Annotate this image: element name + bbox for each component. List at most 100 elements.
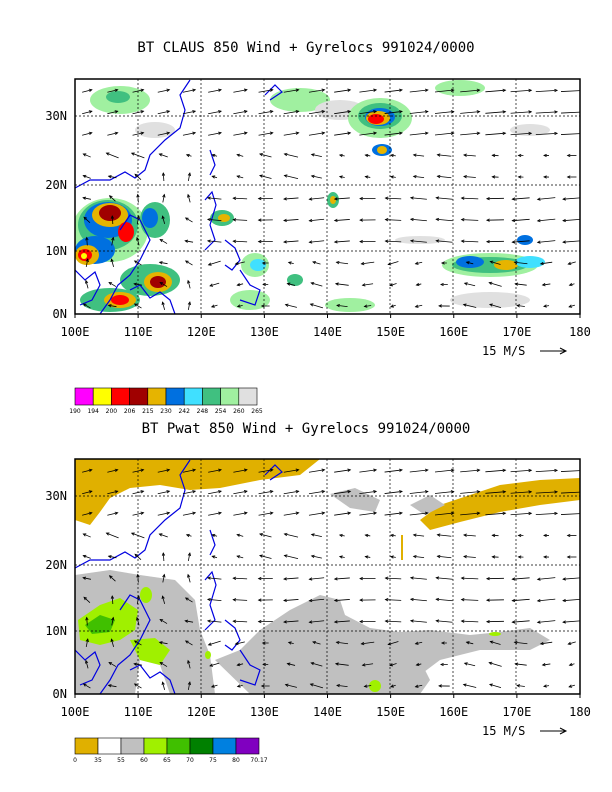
wind-vector xyxy=(83,216,91,224)
wind-vector xyxy=(187,172,191,182)
wind-vector-head xyxy=(485,196,490,201)
colorbar-swatch xyxy=(129,387,149,406)
wind-vector-head xyxy=(465,261,470,265)
wind-vector-head xyxy=(554,88,559,93)
wind-vector-head xyxy=(424,468,429,472)
wind-vector xyxy=(517,685,525,687)
wind-vector xyxy=(336,641,349,645)
wind-vector-head xyxy=(333,218,338,223)
wind-vector xyxy=(284,153,299,158)
wind-vector xyxy=(410,240,427,243)
wind-vector xyxy=(512,577,530,580)
wind-vector-head xyxy=(236,282,241,287)
wind-vector xyxy=(187,301,191,311)
wind-vector xyxy=(463,684,477,688)
wind-vector-head xyxy=(488,303,493,307)
wind-vector-head xyxy=(140,511,145,515)
wind-vector xyxy=(208,640,221,646)
wind-vector xyxy=(463,556,476,558)
wind-vector-head xyxy=(562,218,566,223)
wind-vector-head xyxy=(373,88,378,92)
wind-vector xyxy=(134,260,142,266)
wind-vector xyxy=(463,154,476,157)
wind-vector-head xyxy=(450,131,455,135)
wind-vector-head xyxy=(295,490,300,494)
wind-vector xyxy=(461,577,479,580)
wind-vector-head xyxy=(566,153,571,158)
wind-vector-head xyxy=(414,641,419,645)
wind-vector-head xyxy=(389,175,394,179)
wind-vector-head xyxy=(82,153,87,157)
wind-vector-head xyxy=(140,490,145,494)
wind-vector-head xyxy=(363,304,368,308)
wind-vector-head xyxy=(440,641,445,645)
wind-vector xyxy=(436,218,453,222)
wind-vector xyxy=(157,512,170,516)
wind-vector-head xyxy=(105,152,110,156)
wind-vector-head xyxy=(107,175,112,179)
wind-vector xyxy=(237,283,244,286)
wind-vector-head xyxy=(424,88,429,92)
wind-vector xyxy=(410,218,427,222)
wind-vector-head xyxy=(543,175,547,179)
wind-vector xyxy=(359,512,377,516)
wind-vector-head xyxy=(206,217,211,222)
wind-vector xyxy=(512,218,530,222)
wind-vector xyxy=(107,110,118,115)
wind-vector-head xyxy=(562,577,566,581)
wind-vector-head xyxy=(516,304,521,308)
wind-vector xyxy=(464,282,476,287)
colorbar-label: 206 xyxy=(124,408,136,415)
wind-vector xyxy=(82,512,92,516)
wind-vector xyxy=(461,197,479,200)
colorbar-label: 70.17 xyxy=(250,757,267,764)
wind-vector-head xyxy=(192,490,197,494)
wind-vector-head xyxy=(166,131,171,135)
panel2-vector-reference: 15 M/S xyxy=(482,724,568,738)
wind-vector-head xyxy=(308,218,313,223)
wind-vector xyxy=(284,533,299,538)
wind-vector xyxy=(237,154,244,157)
wind-vector xyxy=(258,490,273,495)
wind-vector-head xyxy=(489,640,494,644)
wind-vector xyxy=(108,684,117,688)
wind-vector-head xyxy=(283,532,288,537)
wind-vector xyxy=(108,662,117,667)
wind-vector-head xyxy=(283,620,287,624)
wind-vector-head xyxy=(192,88,197,92)
wind-vector xyxy=(82,469,92,473)
wind-vector xyxy=(311,662,323,667)
wind-vector xyxy=(334,110,351,115)
wind-vector-head xyxy=(206,196,211,200)
wind-vector-head xyxy=(166,110,171,114)
wind-vector xyxy=(111,215,114,225)
wind-vector-head xyxy=(310,153,315,157)
colorbar-label: 242 xyxy=(178,408,190,415)
wind-vector-head xyxy=(387,262,392,266)
wind-vector-head xyxy=(257,619,262,624)
wind-vector xyxy=(287,283,296,286)
panel1-cloud-field xyxy=(75,80,550,312)
wind-vector xyxy=(182,89,196,93)
wind-vector-head xyxy=(359,218,363,222)
wind-vector xyxy=(83,533,91,538)
wind-vector xyxy=(233,620,248,623)
x-tick-label: 110E xyxy=(124,325,153,339)
wind-vector xyxy=(385,599,402,601)
wind-vector xyxy=(436,197,453,200)
wind-vector-head xyxy=(187,193,191,198)
wind-vector-head xyxy=(269,490,274,494)
wind-vector-head xyxy=(192,511,197,515)
wind-vector-head xyxy=(485,218,490,222)
wind-vector-head xyxy=(502,110,507,114)
wind-vector xyxy=(162,552,165,562)
wind-vector-head xyxy=(283,577,287,581)
wind-vector xyxy=(485,491,506,494)
wind-vector-head xyxy=(295,88,300,92)
wind-vector xyxy=(111,617,114,626)
wind-vector xyxy=(162,216,166,224)
x-tick-label: 120E xyxy=(187,325,216,339)
wind-vector-head xyxy=(211,533,216,538)
wind-vector-head xyxy=(373,468,378,472)
wind-vector xyxy=(159,282,168,287)
